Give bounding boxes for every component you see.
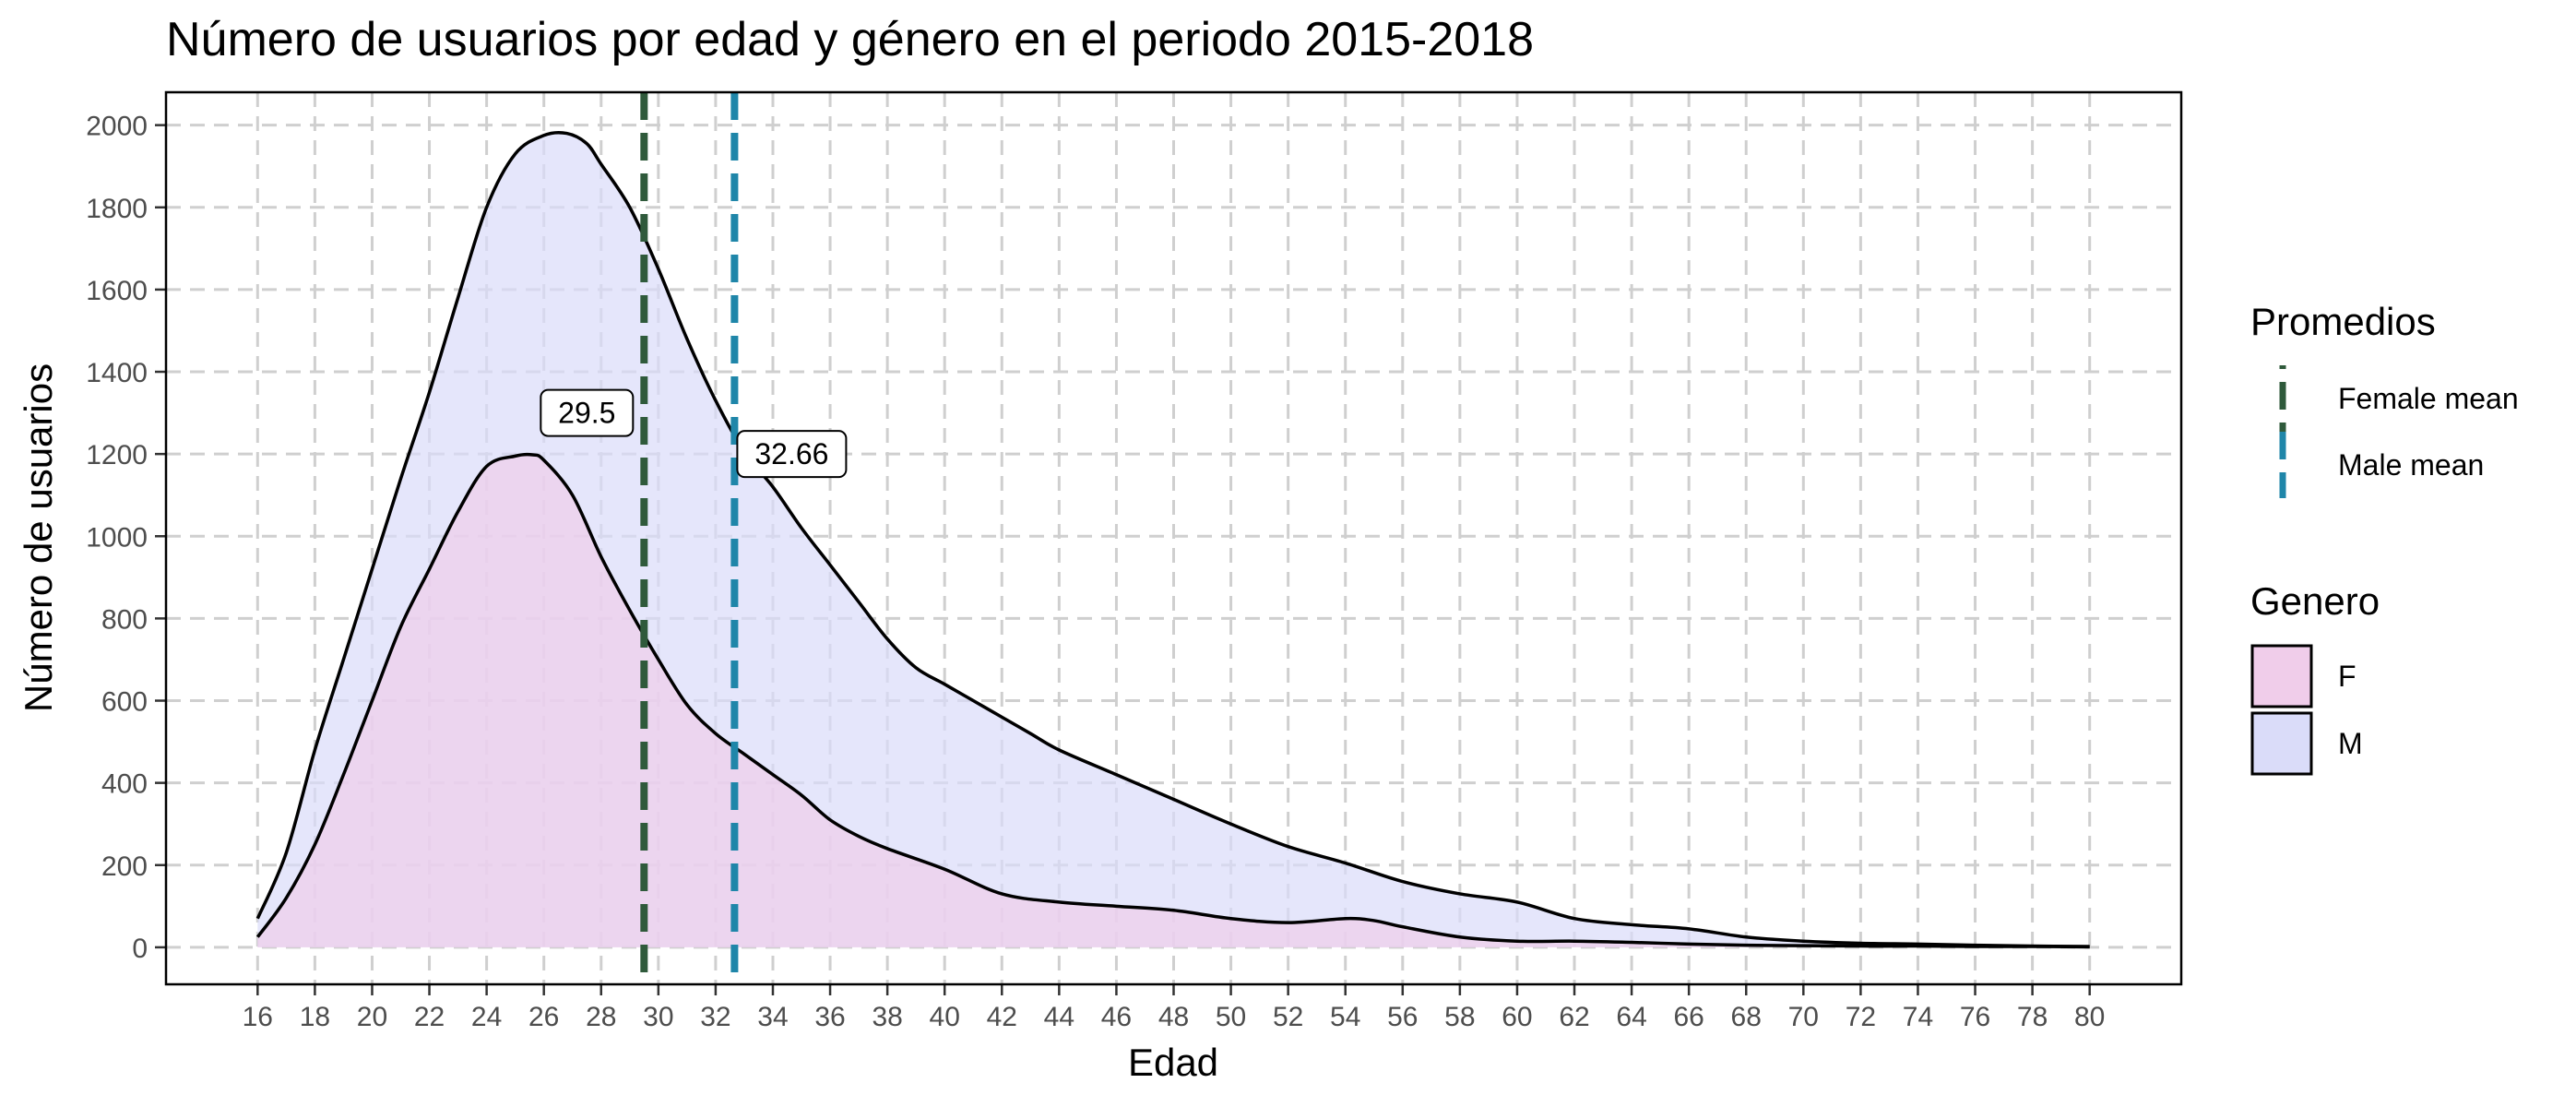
y-tick-label: 1400: [86, 358, 148, 388]
area-outline-M: [255, 130, 2090, 948]
x-tick-label: 56: [1387, 1002, 1418, 1032]
x-tick-label: 42: [987, 1002, 1017, 1032]
y-tick-label: 600: [101, 687, 148, 718]
legend-title: Promedios: [2250, 300, 2436, 343]
y-tick-label: 200: [101, 851, 148, 882]
density-areas: [255, 130, 2090, 949]
x-tick-label: 40: [930, 1002, 960, 1032]
x-tick-label: 18: [300, 1002, 330, 1032]
x-tick-label: 36: [814, 1002, 845, 1032]
mean-lines: 29.5 32.66: [540, 92, 848, 984]
x-tick-label: 80: [2074, 1002, 2105, 1032]
mean-label-box: [540, 388, 635, 437]
x-tick-label: 54: [1330, 1002, 1360, 1032]
x-tick-label: 68: [1731, 1002, 1762, 1032]
x-tick-label: 24: [471, 1002, 502, 1032]
x-tick-label: 62: [1559, 1002, 1589, 1032]
x-tick-label: 76: [1960, 1002, 1990, 1032]
legend-item-label: F: [2338, 660, 2356, 693]
x-tick-label: 72: [1846, 1002, 1876, 1032]
y-axis-title: Número de usuarios: [17, 363, 60, 712]
x-tick-label: 20: [357, 1002, 387, 1032]
legend: Promedios Female mean Male mean Genero F M: [2250, 300, 2519, 776]
area-outline-F: [255, 452, 2090, 949]
mean-label: 29.5: [558, 397, 615, 430]
x-axis-ticks: 16 18 20 22 24 26 28 30 32 34 36 38 40 42 44 46 48 50 52 54…: [243, 984, 2105, 1032]
y-tick-label: 2000: [86, 112, 148, 142]
y-tick-label: 400: [101, 769, 148, 800]
legend-item-label: M: [2338, 727, 2363, 760]
legend-key-fill: [2250, 711, 2313, 776]
chart-title: Número de usuarios por edad y género en …: [166, 13, 1534, 66]
y-axis-ticks: 0 200 400 600 800 1000 1200 1400 1600 1800 2000: [86, 112, 166, 964]
x-tick-label: 22: [414, 1002, 445, 1032]
legend-title: Genero: [2250, 579, 2380, 623]
x-tick-label: 16: [243, 1002, 273, 1032]
x-tick-label: 74: [1903, 1002, 1933, 1032]
x-tick-label: 64: [1616, 1002, 1646, 1032]
y-tick-label: 800: [101, 604, 148, 635]
y-tick-label: 1600: [86, 276, 148, 306]
mean-label: 32.66: [754, 437, 828, 470]
x-tick-label: 78: [2017, 1002, 2048, 1032]
mean-label-box: [736, 430, 848, 479]
x-tick-label: 44: [1044, 1002, 1074, 1032]
x-tick-label: 58: [1444, 1002, 1475, 1032]
y-tick-label: 1800: [86, 194, 148, 224]
x-tick-label: 32: [700, 1002, 730, 1032]
area-F: [257, 454, 2090, 947]
x-tick-label: 52: [1273, 1002, 1303, 1032]
x-tick-label: 60: [1502, 1002, 1532, 1032]
x-tick-label: 50: [1216, 1002, 1246, 1032]
legend-item-label: Female mean: [2338, 382, 2519, 415]
legend-item-label: Male mean: [2338, 448, 2484, 482]
y-tick-label: 1200: [86, 440, 148, 470]
x-tick-label: 26: [528, 1002, 559, 1032]
y-tick-label: 0: [132, 934, 148, 964]
x-tick-label: 38: [872, 1002, 902, 1032]
plot-border: [164, 90, 2183, 986]
y-tick-label: 1000: [86, 522, 148, 553]
x-tick-label: 28: [586, 1002, 616, 1032]
x-tick-label: 34: [757, 1002, 788, 1032]
x-tick-label: 48: [1158, 1002, 1189, 1032]
x-tick-label: 66: [1673, 1002, 1703, 1032]
x-tick-label: 70: [1788, 1002, 1819, 1032]
x-tick-label: 46: [1101, 1002, 1132, 1032]
x-axis-title: Edad: [1128, 1041, 1218, 1084]
legend-key-fill: [2250, 644, 2313, 708]
grid: [166, 92, 2181, 984]
x-tick-label: 30: [643, 1002, 673, 1032]
